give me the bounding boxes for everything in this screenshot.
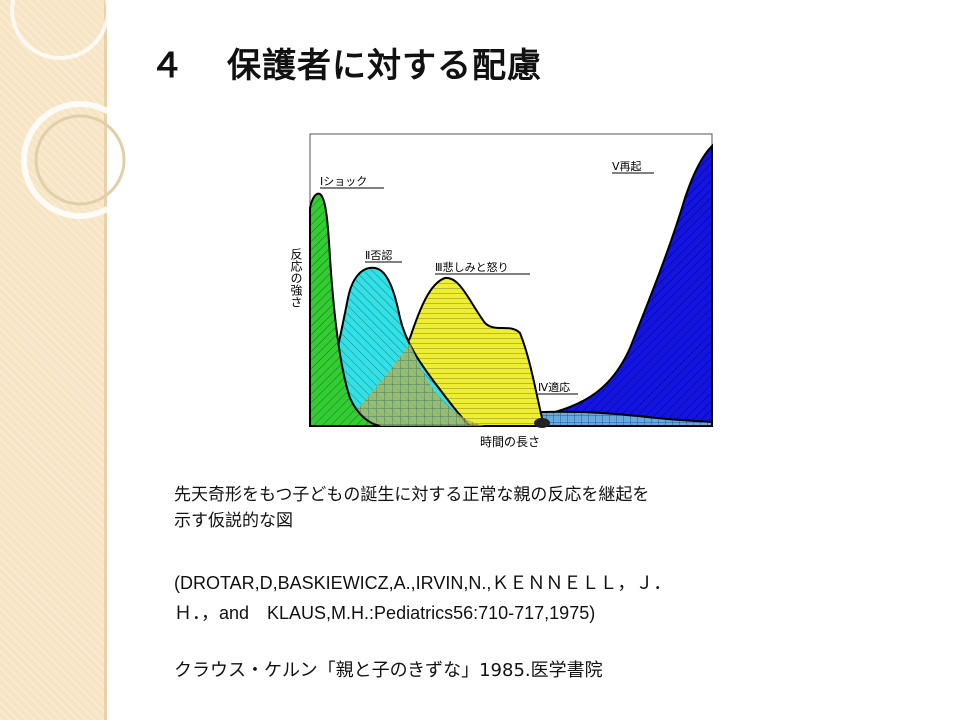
diagram-caption: 先天奇形をもつ子どもの誕生に対する正常な親の反応を継起を 示す仮説的な図 xyxy=(174,482,874,534)
decorative-rings xyxy=(10,0,139,219)
stage-denial-label: Ⅱ否認 xyxy=(365,248,392,262)
reference-line-1: (DROTAR,D,BASKIEWICZ,A.,IRVIN,N.,ＫＥＮＮＥＬＬ… xyxy=(174,573,672,593)
stage-shock-area xyxy=(309,192,381,427)
title-text: 保護者に対する配慮 xyxy=(227,46,542,86)
adaptation-marker xyxy=(534,418,550,428)
slide-title: ４ 保護者に対する配慮 xyxy=(150,38,542,87)
side-decoration-edge xyxy=(104,0,107,720)
reaction-diagram: Ⅰショック Ⅱ否認 Ⅲ悲しみと怒り Ⅳ適応 Ⅴ再起 反応の強さ 時間の長さ xyxy=(289,133,713,449)
caption-line-1: 先天奇形をもつ子どもの誕生に対する正常な親の反応を継起を xyxy=(174,485,650,505)
stage-recovery-area xyxy=(529,143,713,427)
stage-recovery-label: Ⅴ再起 xyxy=(612,160,642,173)
stage-denial-area xyxy=(316,266,473,427)
stage-adaptation-label: Ⅳ適応 xyxy=(538,380,570,394)
stage-overlap-area xyxy=(340,343,485,426)
stage-sadness-anger-label: Ⅲ悲しみと怒り xyxy=(435,260,509,274)
citation-reference: (DROTAR,D,BASKIEWICZ,A.,IRVIN,N.,ＫＥＮＮＥＬＬ… xyxy=(174,568,874,628)
caption-line-2: 示す仮説的な図 xyxy=(174,511,293,531)
book-source: クラウス・ケルン「親と子のきずな」1985.医学書院 xyxy=(174,660,603,681)
y-axis-label: 反応の強さ xyxy=(289,248,303,308)
title-number: ４ xyxy=(150,46,185,86)
reference-line-2: Ｈ．，and KLAUS,M.H.:Pediatrics56:710-717,1… xyxy=(174,603,596,623)
x-axis-label: 時間の長さ xyxy=(480,435,540,449)
side-decoration-panel xyxy=(0,0,106,720)
stage-shock-label: Ⅰショック xyxy=(320,175,367,188)
